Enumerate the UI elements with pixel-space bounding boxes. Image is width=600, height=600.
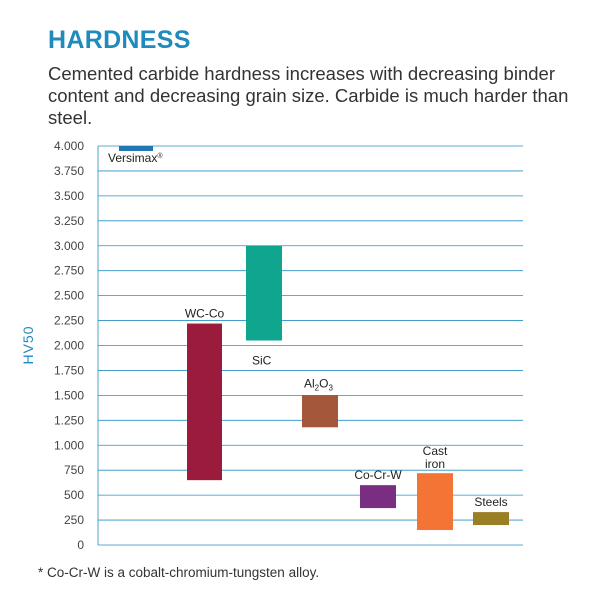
bar-steels xyxy=(473,512,509,526)
bar-sic xyxy=(246,245,282,341)
bar-wc-co xyxy=(187,323,222,481)
bar-label-line2: iron xyxy=(425,457,445,471)
chart-subtitle: Cemented carbide hardness increases with… xyxy=(48,63,569,128)
bar-al xyxy=(302,395,338,428)
bar-co-cr-w xyxy=(360,485,396,509)
y-tick-label: 250 xyxy=(64,513,84,527)
y-tick-label: 3.000 xyxy=(54,239,84,253)
y-tick-label: 1.500 xyxy=(54,388,84,402)
bar-label: Steels xyxy=(474,495,507,509)
y-tick-label: 3.250 xyxy=(54,214,84,228)
bar-label: SiC xyxy=(252,354,272,368)
y-axis-ticks: 0 250 500 750 1.000 1.250 1.500 1.750 2.000 2.250… xyxy=(54,139,84,552)
y-tick-label: 1.250 xyxy=(54,413,84,427)
y-tick-label: 4.000 xyxy=(54,139,84,153)
bars xyxy=(119,146,509,531)
y-tick-label: 500 xyxy=(64,488,84,502)
y-tick-label: 2.500 xyxy=(54,289,84,303)
chart-title: HARDNESS xyxy=(48,26,191,54)
bar-label: WC-Co xyxy=(185,307,225,321)
y-tick-label: 1.750 xyxy=(54,363,84,377)
y-tick-label: 750 xyxy=(64,463,84,477)
bar-label: Co-Cr-W xyxy=(354,468,402,482)
y-tick-label: 2.000 xyxy=(54,339,84,353)
y-tick-label: 0 xyxy=(77,538,84,552)
hardness-chart: 0 250 500 750 1.000 1.250 1.500 1.750 2.000 2.250… xyxy=(20,139,523,552)
y-axis-label: HV50 xyxy=(20,325,36,364)
footnote: * Co-Cr-W is a cobalt-chromium-tungsten … xyxy=(38,565,320,580)
y-tick-label: 2.750 xyxy=(54,264,84,278)
bar-label: Al2O3 xyxy=(304,376,333,392)
bar-versimax xyxy=(119,146,153,151)
bar-label: Versimax® xyxy=(108,151,163,165)
y-tick-label: 1.000 xyxy=(54,438,84,452)
y-tick-label: 2.250 xyxy=(54,314,84,328)
grid-lines xyxy=(97,145,523,546)
y-tick-label: 3.500 xyxy=(54,189,84,203)
y-tick-label: 3.750 xyxy=(54,164,84,178)
bar-cast xyxy=(417,473,453,531)
bar-label: Cast xyxy=(423,444,448,458)
